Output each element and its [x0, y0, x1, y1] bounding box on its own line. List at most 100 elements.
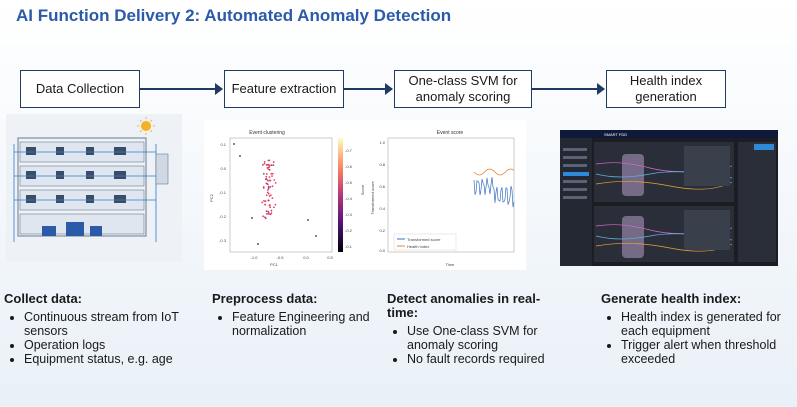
scatter-point [264, 200, 267, 203]
scatter-point [267, 185, 270, 188]
y-tick: 0.0 [379, 248, 385, 253]
scatter-point [270, 164, 273, 167]
scatter-point [270, 172, 273, 175]
scatter-point [273, 179, 276, 181]
x-tick: 0.5 [327, 255, 333, 260]
health-index-line [473, 168, 515, 176]
scatter-point [262, 187, 265, 189]
scatter-point [269, 179, 272, 182]
scatter-point [271, 197, 274, 199]
page-title: AI Function Delivery 2: Automated Anomal… [16, 6, 452, 25]
scatter-point [266, 164, 268, 166]
scatter-point [269, 194, 272, 197]
bullet: Use One-class SVM for anomaly scoring [407, 324, 557, 352]
step-health-index: Health index generation [606, 70, 726, 108]
column-heading: Collect data: [4, 291, 83, 306]
scatter-point [263, 162, 266, 165]
y-tick: -0.2 [219, 214, 227, 219]
scatter-point [267, 192, 270, 195]
equipment-schematic [6, 114, 182, 262]
column-generate-health-index: Generate health index: Health index is g… [601, 291, 781, 367]
y-tick: -0.1 [219, 190, 227, 195]
scatter-point [263, 200, 265, 202]
sun-icon [137, 117, 155, 135]
y-tick: 0.8 [379, 162, 385, 167]
column-preprocess-data: Preprocess data: Feature Engineering and… [212, 291, 382, 339]
y-tick: -0.3 [219, 238, 227, 243]
step-svm-scoring: One-class SVM for anomaly scoring [394, 70, 532, 108]
scatter-point [271, 175, 273, 177]
column-heading: Preprocess data: [212, 291, 318, 306]
scatter-xlabel: PC1 [270, 262, 279, 267]
c-tick: -0.4 [345, 196, 353, 201]
dashboard-screenshot: SMART FDD [560, 130, 778, 266]
scatter-point [307, 219, 309, 221]
scatter-point [262, 164, 264, 166]
bullet: Equipment status, e.g. age [24, 352, 184, 366]
bullet: Trigger alert when threshold exceeded [621, 338, 781, 366]
column-collect-data: Collect data: Continuous stream from IoT… [4, 291, 184, 367]
colorbar [338, 138, 343, 252]
x-tick: -1.0 [251, 255, 259, 260]
feature-charts-panel: Event clustering 0.1 0.0 -0.1 -0.2 -0.3 … [204, 120, 526, 270]
c-tick: -0.2 [345, 228, 353, 233]
scatter-point [267, 179, 269, 182]
x-tick: 0.0 [303, 255, 309, 260]
bullet: Operation logs [24, 338, 184, 352]
scatter-point [267, 159, 270, 162]
legend-transformed-score: Transformed score [407, 237, 441, 242]
score-xlabel: Time [446, 262, 456, 267]
bullet: Feature Engineering and normalization [232, 310, 382, 338]
scatter-title: Event clustering [249, 130, 285, 136]
scatter-point [266, 191, 269, 194]
y-tick: 0.6 [379, 184, 385, 189]
dashboard-brand: SMART FDD [604, 132, 627, 137]
bullet: Continuous stream from IoT sensors [24, 310, 184, 338]
scatter-point [271, 185, 274, 188]
scatter-point [257, 243, 259, 245]
legend-health-index: Health index [407, 244, 429, 249]
scatter-point [267, 166, 270, 169]
scatter-point [265, 194, 268, 197]
step-feature-extraction: Feature extraction [224, 70, 344, 108]
c-tick: -0.7 [345, 148, 353, 153]
scatter-point [274, 182, 277, 184]
scatter-point [315, 235, 317, 237]
scatter-point [268, 176, 271, 178]
arrow-1 [140, 83, 223, 95]
scatter-point [261, 201, 264, 204]
x-tick: -0.5 [277, 255, 285, 260]
scatter-point [267, 189, 269, 191]
scatter-ylabel: PC2 [209, 193, 214, 202]
scatter-point [266, 167, 269, 169]
scatter-point [264, 203, 266, 206]
scatter-point [274, 203, 277, 206]
scatter-point [269, 204, 271, 206]
scatter-point [265, 210, 268, 212]
scatter-point [265, 173, 268, 175]
column-heading: Generate health index: [601, 291, 742, 306]
transformed-score-line [473, 177, 515, 208]
scatter-point [269, 206, 272, 209]
y-tick: 0.2 [379, 228, 385, 233]
colorbar-label: Score [360, 184, 365, 195]
c-tick: -0.3 [345, 212, 353, 217]
score-ylabel: Transformed score [370, 181, 375, 215]
arrow-2 [344, 83, 393, 95]
scatter-point [270, 212, 273, 215]
scatter-point [272, 164, 275, 166]
scatter-point [262, 172, 265, 175]
score-lines [473, 168, 515, 208]
scatter-point [233, 143, 235, 145]
arrow-3 [532, 83, 605, 95]
scatter-point [251, 217, 253, 219]
column-heading: Detect anomalies in real-time: [387, 291, 541, 320]
bullet: Health index is generated for each equip… [621, 310, 781, 338]
step-data-collection: Data Collection [20, 70, 140, 108]
y-tick: 1.0 [379, 140, 385, 145]
bullet: No fault records required [407, 352, 557, 366]
scatter-point [265, 217, 267, 220]
scatter-points [233, 143, 317, 245]
scatter-point [268, 169, 271, 171]
scatter-point [262, 215, 264, 218]
